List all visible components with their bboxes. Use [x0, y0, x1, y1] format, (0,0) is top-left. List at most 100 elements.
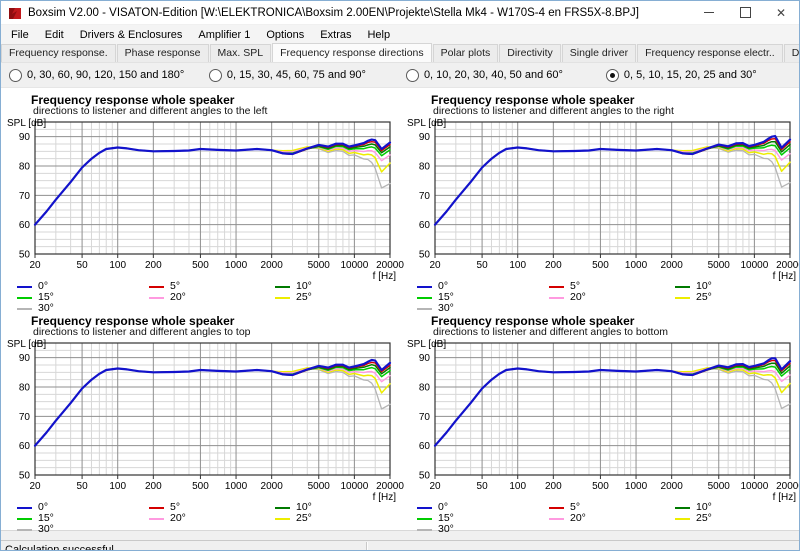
- charts-area: Frequency response whole speaker directio…: [1, 88, 800, 535]
- axis-text: f [Hz]: [373, 271, 397, 282]
- maximize-button[interactable]: [727, 1, 763, 24]
- legend-swatch: [17, 296, 32, 299]
- series-line-15deg: [34, 366, 391, 447]
- axis-text: 500: [592, 481, 609, 492]
- menu-item-extras[interactable]: Extras: [320, 28, 352, 41]
- axis-text: 70: [419, 412, 431, 423]
- window-title: Boxsim V2.00 - VISATON-Edition [W:\ELEKT…: [28, 6, 639, 19]
- menu-item-file[interactable]: File: [11, 28, 29, 41]
- legend-swatch: [417, 528, 432, 531]
- legend-item-20deg: 20°: [549, 513, 675, 524]
- axis-text: 20: [429, 260, 441, 271]
- tab-frequency-response-directions[interactable]: Frequency response directions: [272, 43, 432, 62]
- angle-options-row: 0, 30, 60, 90, 120, 150 and 180° 0, 15, 3…: [1, 63, 799, 88]
- axis-text: 500: [192, 481, 209, 492]
- series-line-15deg: [434, 365, 791, 447]
- axis-text: 20000: [776, 481, 800, 492]
- minimize-button[interactable]: [691, 1, 727, 24]
- tab-single-driver[interactable]: Single driver: [561, 44, 637, 62]
- axis-text: 90: [419, 132, 431, 143]
- axis-text: 100: [509, 481, 526, 492]
- chart-subtitle: directions to listener and different ang…: [33, 326, 251, 338]
- axis-text: 500: [192, 260, 209, 271]
- axis-text: 200: [145, 260, 162, 271]
- series-line-10deg: [434, 140, 791, 226]
- legend-swatch: [417, 296, 432, 299]
- legend-item-25deg: 25°: [275, 292, 401, 303]
- axis-text: 1000: [225, 481, 248, 492]
- axis-text: SPL [dB]: [7, 118, 46, 129]
- angle-option-1[interactable]: 0, 30, 60, 90, 120, 150 and 180°: [9, 68, 209, 82]
- legend-swatch: [417, 285, 432, 288]
- axis-text: 80: [419, 383, 431, 394]
- legend-item-25deg: 25°: [275, 513, 401, 524]
- tab-frequency-response-electr-[interactable]: Frequency response electr..: [637, 44, 783, 62]
- legend-item-0deg: 0°: [417, 281, 549, 292]
- legend-item-10deg: 10°: [275, 502, 401, 513]
- legend-swatch: [675, 296, 690, 299]
- radio-icon: [208, 68, 222, 82]
- chart-legend: 0° 5° 10° 15° 20° 25° 30°: [17, 502, 401, 535]
- axis-text: 5000: [308, 481, 331, 492]
- axis-text: 50: [419, 250, 431, 261]
- legend-item-5deg: 5°: [549, 281, 675, 292]
- axis-text: 70: [19, 191, 31, 202]
- angle-option-3[interactable]: 0, 10, 20, 30, 40, 50 and 60°: [405, 68, 606, 82]
- tab-directivity-plots[interactable]: Directivity plots: [783, 44, 799, 62]
- series-line-0deg: [433, 357, 792, 447]
- legend-item-5deg: 5°: [149, 502, 275, 513]
- axis-text: 90: [19, 353, 31, 364]
- series-line-5deg: [34, 141, 391, 226]
- legend-item-15deg: 15°: [417, 292, 549, 303]
- menu-item-help[interactable]: Help: [367, 28, 391, 41]
- axis-text: 10000: [740, 481, 768, 492]
- tab-phase-response[interactable]: Phase response: [116, 44, 209, 62]
- axis-text: 70: [19, 412, 31, 423]
- tab-polar-plots[interactable]: Polar plots: [432, 44, 499, 62]
- tab-directivity[interactable]: Directivity: [499, 44, 561, 62]
- angle-option-4[interactable]: 0, 5, 10, 15, 20, 25 and 30°: [605, 68, 799, 82]
- legend-label: 15°: [438, 512, 454, 524]
- legend-swatch: [17, 285, 32, 288]
- axis-text: 1000: [625, 260, 648, 271]
- axis-text: 5000: [308, 260, 331, 271]
- chart-title: Frequency response whole speaker: [31, 314, 235, 328]
- legend-label: 25°: [296, 512, 312, 524]
- menu-item-amplifier-1[interactable]: Amplifier 1: [198, 28, 251, 41]
- tab-frequency-response-[interactable]: Frequency response.: [1, 44, 116, 62]
- chart-1: Frequency response whole speaker directio…: [1, 88, 404, 314]
- axis-text: 60: [419, 441, 431, 452]
- legend-item-30deg: 30°: [17, 524, 149, 535]
- axis-text: 50: [477, 260, 489, 271]
- series-line-5deg: [34, 361, 391, 447]
- legend-label: 10°: [296, 501, 312, 513]
- axis-text: 1000: [225, 260, 248, 271]
- angle-option-label: 0, 15, 30, 45, 60, 75 and 90°: [226, 69, 366, 81]
- close-button[interactable]: ✕: [763, 1, 799, 24]
- legend-swatch: [149, 517, 164, 520]
- axis-text: 20: [29, 260, 41, 271]
- series-line-10deg: [34, 363, 391, 447]
- chart-3: Frequency response whole speaker directio…: [1, 309, 404, 535]
- angle-option-2[interactable]: 0, 15, 30, 45, 60, 75 and 90°: [208, 68, 406, 82]
- axis-text: 20000: [376, 481, 404, 492]
- tab-bar: Frequency response. Phase response Max. SP…: [1, 43, 799, 63]
- legend-item-5deg: 5°: [149, 281, 275, 292]
- menu-item-edit[interactable]: Edit: [44, 28, 64, 41]
- legend-label: 20°: [170, 512, 186, 524]
- menu-item-drivers-enclosures[interactable]: Drivers & Enclosures: [79, 28, 183, 41]
- axis-text: f [Hz]: [773, 492, 797, 503]
- tab-max-spl[interactable]: Max. SPL: [209, 44, 272, 62]
- series-line-15deg: [434, 144, 791, 226]
- legend-item-30deg: 30°: [417, 524, 549, 535]
- series-line-5deg: [434, 359, 791, 447]
- axis-text: 50: [477, 481, 489, 492]
- legend-label: 5°: [570, 280, 581, 292]
- menu-item-options[interactable]: Options: [266, 28, 305, 41]
- legend-label: 20°: [170, 291, 186, 303]
- axis-text: SPL [dB]: [407, 118, 446, 129]
- status-separator: [366, 542, 367, 550]
- axis-text: 2000: [661, 260, 684, 271]
